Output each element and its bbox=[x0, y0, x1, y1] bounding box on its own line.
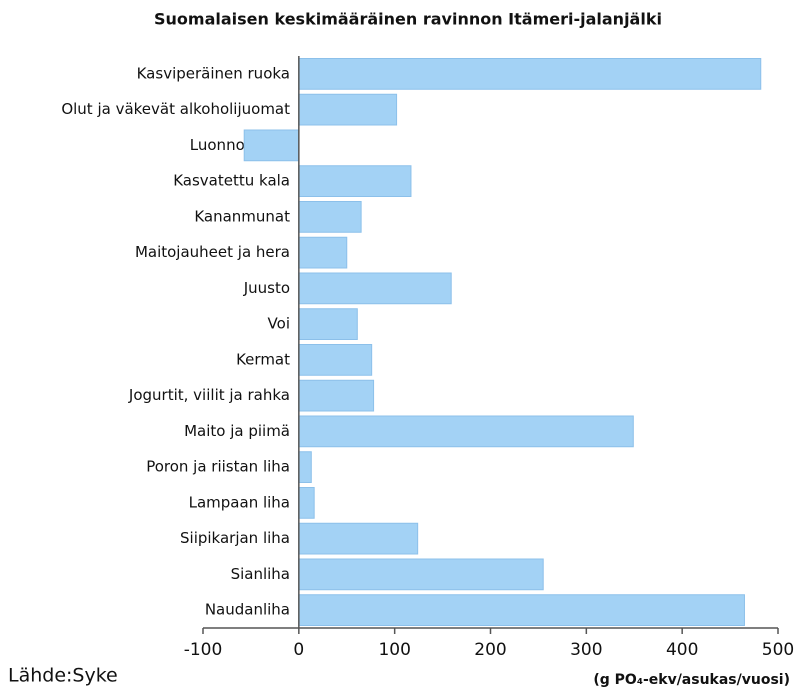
y-tick-label: Naudanliha bbox=[205, 601, 290, 619]
bar bbox=[298, 308, 358, 340]
x-tick-label: 100 bbox=[378, 640, 410, 660]
bar bbox=[298, 93, 398, 126]
y-tick-label: Poron ja riistan liha bbox=[146, 458, 290, 476]
bar bbox=[298, 344, 373, 376]
y-tick-label: Maitojauheet ja hera bbox=[135, 243, 290, 261]
bar bbox=[298, 201, 362, 233]
bar bbox=[298, 558, 544, 591]
y-tick-label: Siipikarjan liha bbox=[180, 529, 290, 547]
bar bbox=[298, 379, 375, 412]
y-tick-label: Jogurtit, viilit ja rahka bbox=[128, 386, 290, 404]
y-tick-label: Sianliha bbox=[231, 565, 290, 583]
y-tick-label: Kasvatettu kala bbox=[173, 172, 290, 190]
x-tick-label: 300 bbox=[570, 640, 602, 660]
bar bbox=[298, 165, 412, 197]
bar bbox=[243, 129, 300, 162]
x-tick-label: -100 bbox=[184, 640, 223, 660]
bar bbox=[298, 415, 634, 448]
x-axis-label: (g PO₄-ekv/asukas/vuosi) bbox=[593, 672, 790, 688]
bar bbox=[298, 594, 745, 626]
y-tick-label: Voi bbox=[268, 315, 290, 333]
y-tick-label: Kananmunat bbox=[194, 207, 290, 225]
chart-title: Suomalaisen keskimääräinen ravinnon Itäm… bbox=[154, 10, 662, 29]
y-tick-label: Kasviperäinen ruoka bbox=[137, 64, 290, 82]
bar bbox=[298, 451, 312, 483]
source: Lähde:Syke bbox=[8, 665, 118, 687]
y-tick-label: Maito ja piimä bbox=[184, 422, 290, 440]
y-tick-label: Olut ja väkevät alkoholijuomat bbox=[61, 100, 290, 118]
x-tick-label: 500 bbox=[762, 640, 794, 660]
y-tick-label: Lampaan liha bbox=[189, 493, 290, 511]
bar bbox=[298, 487, 315, 519]
y-tick-label: Juusto bbox=[243, 279, 290, 297]
bar bbox=[298, 272, 452, 305]
y-tick-label: Kermat bbox=[236, 350, 290, 368]
x-tick-label: 400 bbox=[666, 640, 698, 660]
bar bbox=[298, 522, 419, 555]
x-tick-label: 0 bbox=[293, 640, 304, 660]
bar bbox=[298, 236, 348, 269]
x-tick-label: 200 bbox=[474, 640, 506, 660]
bar bbox=[298, 58, 762, 90]
